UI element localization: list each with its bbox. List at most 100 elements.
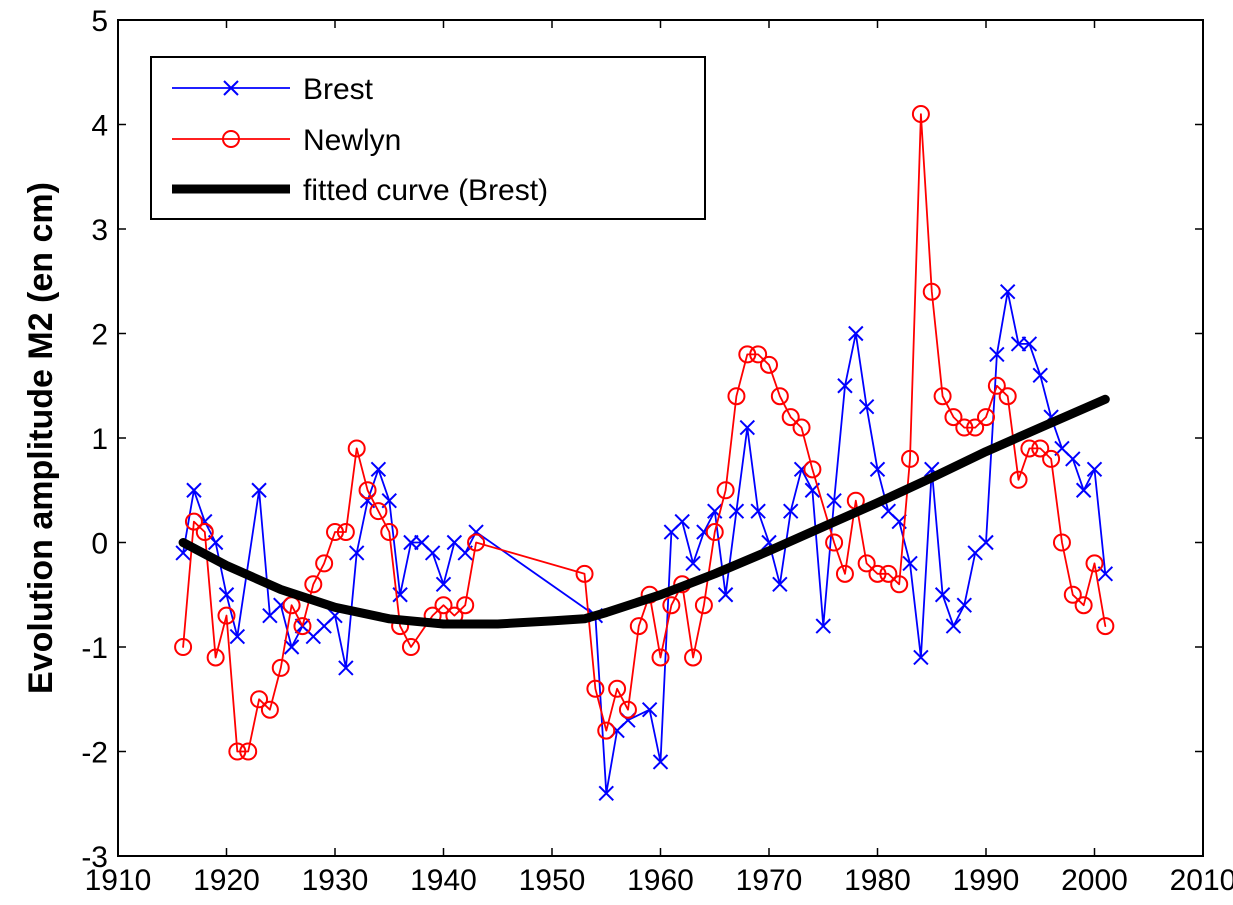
data-point-newlyn xyxy=(195,523,214,542)
data-point-newlyn xyxy=(792,418,811,437)
data-point-brest xyxy=(869,461,886,478)
x-tick-label: 1960 xyxy=(627,864,694,897)
data-point-brest xyxy=(750,503,766,519)
marker-stroke xyxy=(707,503,723,519)
data-point-newlyn xyxy=(868,564,887,583)
data-point-brest xyxy=(229,628,246,645)
data-point-brest xyxy=(902,555,918,572)
x-tick-label: 1970 xyxy=(736,864,803,897)
data-point-newlyn xyxy=(271,658,290,677)
data-point-brest xyxy=(283,639,300,655)
fitted-curve-line xyxy=(178,394,1110,629)
data-point-newlyn xyxy=(217,606,236,625)
data-point-newlyn xyxy=(250,690,269,709)
data-point-brest xyxy=(348,545,365,561)
marker-stroke xyxy=(761,534,777,551)
data-point-brest xyxy=(1010,336,1027,352)
data-point-newlyn xyxy=(662,596,681,615)
data-point-brest xyxy=(1021,336,1038,352)
y-tick-label: -2 xyxy=(81,737,108,770)
marker-stroke xyxy=(283,639,300,655)
data-point-brest xyxy=(989,346,1005,363)
data-point-newlyn xyxy=(347,439,366,458)
data-point-newlyn xyxy=(597,721,616,740)
marker-stroke xyxy=(772,576,788,593)
data-point-newlyn xyxy=(358,481,377,500)
marker-stroke xyxy=(251,482,267,498)
marker-stroke xyxy=(1086,461,1103,478)
x-tick-label: 2000 xyxy=(1061,864,1128,897)
data-point-newlyn xyxy=(608,679,627,698)
marker-stroke xyxy=(652,754,669,770)
marker-stroke xyxy=(880,503,897,519)
data-point-newlyn xyxy=(922,282,941,301)
marker-stroke xyxy=(728,503,745,519)
data-point-brest xyxy=(1075,482,1092,498)
data-point-brest xyxy=(1032,367,1048,384)
data-point-newlyn xyxy=(380,523,399,542)
data-point-newlyn xyxy=(944,408,963,427)
data-point-brest xyxy=(956,597,973,613)
x-tick-label: 1940 xyxy=(410,864,477,897)
data-point-newlyn xyxy=(260,700,279,719)
data-point-newlyn xyxy=(835,564,854,583)
data-point-newlyn xyxy=(781,408,800,427)
data-point-brest xyxy=(772,576,788,593)
marker-stroke xyxy=(414,534,430,551)
data-point-newlyn xyxy=(911,105,930,124)
data-point-newlyn xyxy=(705,523,724,542)
y-tick-label: -1 xyxy=(81,632,108,665)
data-point-newlyn xyxy=(760,355,778,374)
marker-stroke xyxy=(815,618,831,634)
series-newlyn xyxy=(174,105,1115,761)
data-point-newlyn xyxy=(336,523,355,542)
marker-stroke xyxy=(685,555,701,572)
marker-stroke xyxy=(403,534,419,551)
data-point-newlyn xyxy=(586,679,605,698)
marker-stroke xyxy=(641,701,658,718)
y-tick-label: 0 xyxy=(91,528,108,561)
marker-stroke xyxy=(848,325,864,342)
marker-stroke xyxy=(223,80,239,96)
data-point-newlyn xyxy=(184,512,203,531)
marker-stroke xyxy=(186,482,202,498)
data-point-brest xyxy=(251,482,267,498)
data-point-brest xyxy=(999,283,1016,300)
marker-stroke xyxy=(338,660,354,676)
data-point-newlyn xyxy=(434,596,453,615)
data-point-newlyn xyxy=(1052,533,1071,552)
data-point-brest xyxy=(934,587,951,603)
data-point-brest xyxy=(978,534,994,551)
marker-stroke xyxy=(446,534,463,551)
data-point-newlyn xyxy=(629,617,648,636)
data-point-newlyn xyxy=(1042,449,1061,468)
marker-stroke xyxy=(924,461,940,478)
marker-stroke xyxy=(1097,566,1114,582)
data-point-newlyn xyxy=(293,617,312,636)
data-point-newlyn xyxy=(770,387,789,406)
y-tick-label: 5 xyxy=(91,5,108,38)
marker-stroke xyxy=(392,587,408,603)
data-point-newlyn xyxy=(684,648,703,667)
marker-stroke xyxy=(826,492,842,509)
data-point-newlyn xyxy=(1085,554,1104,573)
marker-stroke xyxy=(1075,482,1092,498)
x-tick-label: 1910 xyxy=(85,864,152,897)
y-tick-label: 2 xyxy=(91,319,108,352)
data-point-brest xyxy=(782,503,799,519)
legend-label-fitted-curve-brest: fitted curve (Brest) xyxy=(303,174,548,207)
data-point-newlyn xyxy=(1009,470,1028,489)
legend-label-newlyn: Newlyn xyxy=(303,124,401,157)
y-tick-label: 1 xyxy=(91,423,108,456)
data-point-newlyn xyxy=(326,523,344,542)
marker-stroke xyxy=(869,461,886,478)
data-point-newlyn xyxy=(1031,439,1050,458)
marker-stroke xyxy=(978,534,994,551)
marker-stroke xyxy=(1010,336,1027,352)
marker-stroke xyxy=(902,555,918,572)
data-point-newlyn xyxy=(174,638,193,656)
marker-stroke xyxy=(782,503,799,519)
data-point-brest xyxy=(1065,451,1081,467)
data-point-brest xyxy=(837,378,853,394)
